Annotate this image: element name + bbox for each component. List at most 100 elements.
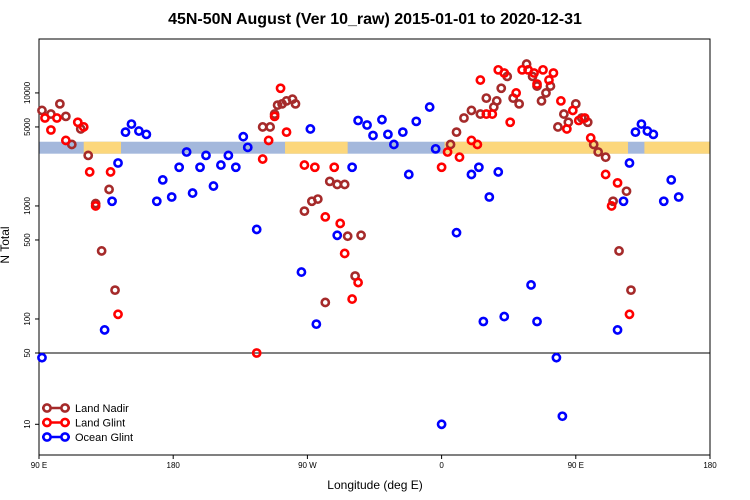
data-point [666, 175, 677, 185]
data-point [166, 192, 177, 202]
data-point [538, 64, 548, 75]
band-land-3 [644, 141, 710, 154]
data-point [290, 98, 301, 109]
data-point [451, 127, 462, 138]
data-point [281, 127, 292, 138]
data-point [614, 246, 624, 256]
y-tick-label: 1000 [23, 197, 32, 215]
data-point [541, 88, 551, 98]
band-land-2 [444, 141, 628, 154]
data-point [567, 105, 578, 116]
data-point [368, 130, 378, 141]
data-point [397, 127, 408, 138]
data-point [151, 196, 162, 207]
data-point [472, 139, 483, 150]
data-point [201, 150, 211, 161]
data-point [621, 186, 632, 197]
y-tick-label: 5000 [23, 118, 32, 136]
data-point [532, 316, 542, 327]
x-axis-label: Longitude (deg E) [327, 478, 422, 492]
data-point [459, 113, 469, 123]
data-point [388, 139, 399, 150]
data-point [430, 143, 441, 154]
data-point [299, 206, 310, 217]
data-point [223, 150, 234, 161]
data-point [320, 212, 331, 222]
data-point [134, 126, 144, 136]
data-point [83, 150, 94, 161]
data-point [110, 285, 120, 296]
data-point [612, 177, 623, 188]
y-tick-label: 50 [23, 348, 32, 357]
data-point [84, 167, 95, 177]
data-point [593, 147, 604, 157]
data-point [46, 125, 56, 135]
legend-marker [60, 417, 70, 428]
axes-layer: 90 E 180 90 W 0 90 E 180 100 500 1000 5000 10000 10… [23, 38, 717, 470]
band-ocean [39, 141, 710, 154]
data-point [90, 201, 101, 211]
data-point [312, 194, 323, 204]
data-point [120, 127, 131, 138]
data-point [332, 230, 343, 241]
data-point [269, 111, 280, 122]
data-point [320, 297, 331, 308]
points-layer [37, 59, 684, 430]
data-point [557, 411, 568, 422]
legend-label: Land Nadir [75, 403, 129, 415]
data-point [505, 117, 516, 128]
data-point [475, 75, 486, 85]
data-point [60, 111, 71, 122]
data-point [51, 113, 62, 123]
x-tick-label: 180 [703, 461, 717, 470]
data-point [673, 192, 684, 202]
legend-label: Land Glint [75, 418, 125, 430]
data-point [496, 83, 507, 94]
data-point [216, 160, 226, 170]
data-point [126, 119, 137, 129]
data-point [339, 179, 350, 190]
legend-marker [42, 403, 52, 413]
land-mask-band [39, 141, 710, 154]
data-point [332, 179, 343, 190]
data-point [600, 152, 611, 163]
data-point [484, 192, 495, 202]
data-point [181, 147, 192, 157]
data-point [54, 98, 65, 109]
band-land-0 [83, 141, 122, 154]
band-land-1 [285, 141, 348, 154]
data-point [265, 122, 276, 132]
data-point [608, 196, 618, 207]
x-tick-label: 180 [167, 461, 181, 470]
data-point [37, 352, 47, 363]
data-point [257, 122, 268, 132]
data-point [548, 68, 559, 78]
data-point [377, 114, 387, 125]
data-point [499, 311, 510, 322]
data-point [411, 116, 422, 127]
data-point [275, 83, 286, 94]
series-ocean-glint [37, 102, 684, 430]
data-point [544, 75, 554, 85]
y-tick-label: 100 [23, 312, 32, 326]
data-point [579, 113, 590, 123]
data-point [454, 152, 465, 163]
data-point [473, 162, 484, 173]
data-point [329, 162, 340, 173]
data-point [436, 162, 447, 173]
data-point [491, 96, 502, 106]
data-point [362, 120, 372, 130]
data-point [272, 100, 283, 111]
data-point [195, 162, 205, 173]
data-point [60, 135, 71, 146]
data-point [624, 158, 635, 168]
data-point [442, 147, 453, 157]
data-point [658, 196, 669, 207]
data-point [257, 154, 268, 164]
data-point [105, 167, 116, 177]
data-point [383, 129, 393, 140]
x-tick-label: 90 E [568, 461, 584, 470]
data-point [445, 139, 456, 150]
data-point [72, 117, 83, 128]
data-point [555, 96, 566, 106]
